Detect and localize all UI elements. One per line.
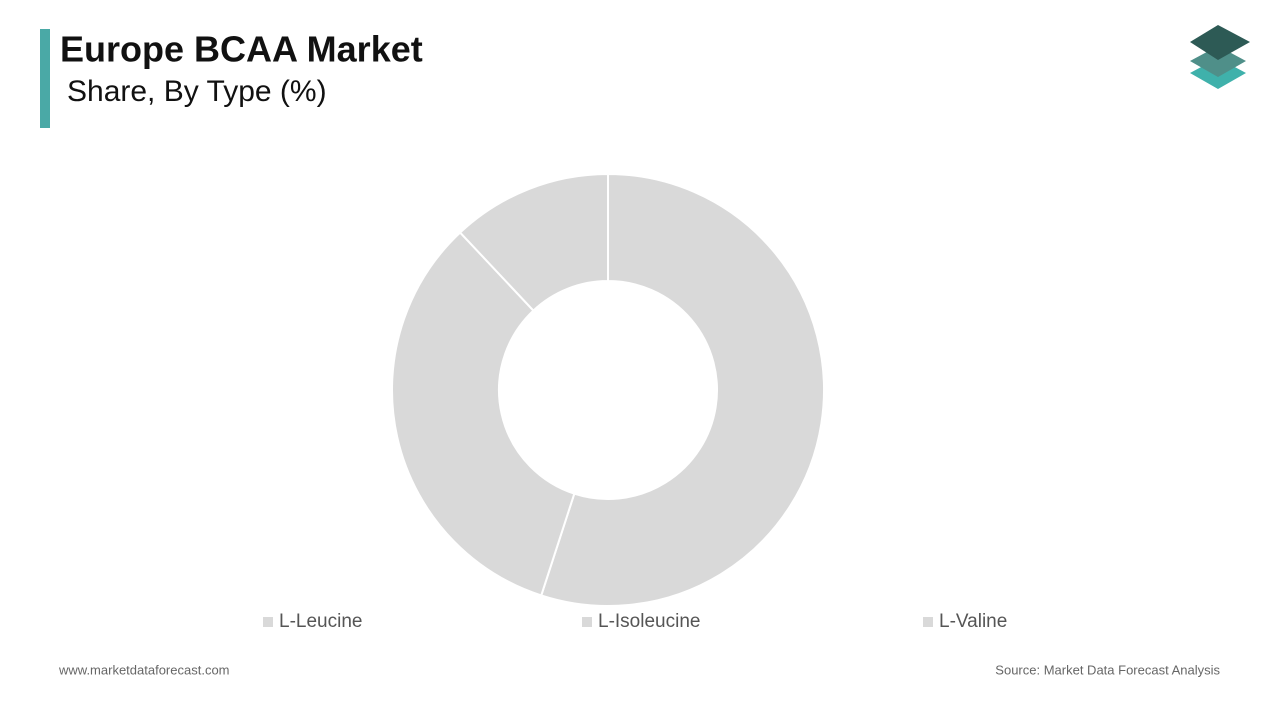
source: Source: Market Data Forecast Analysis [995, 662, 1220, 677]
legend-label: L-Valine [939, 611, 1007, 632]
donut-segment [391, 231, 576, 597]
legend-swatch [582, 617, 592, 627]
chart-title: Europe BCAA Market [60, 29, 423, 70]
legend-label: L-Leucine [279, 611, 362, 632]
accent-bar [40, 29, 50, 128]
donut-segment [539, 172, 825, 607]
legend-swatch [923, 617, 933, 627]
chart-subtitle: Share, By Type (%) [67, 75, 327, 108]
website: www.marketdataforecast.com [58, 662, 230, 677]
legend-label: L-Isoleucine [598, 611, 700, 632]
donut-segment [458, 172, 609, 312]
logo [1190, 25, 1250, 89]
legend-swatch [263, 617, 273, 627]
